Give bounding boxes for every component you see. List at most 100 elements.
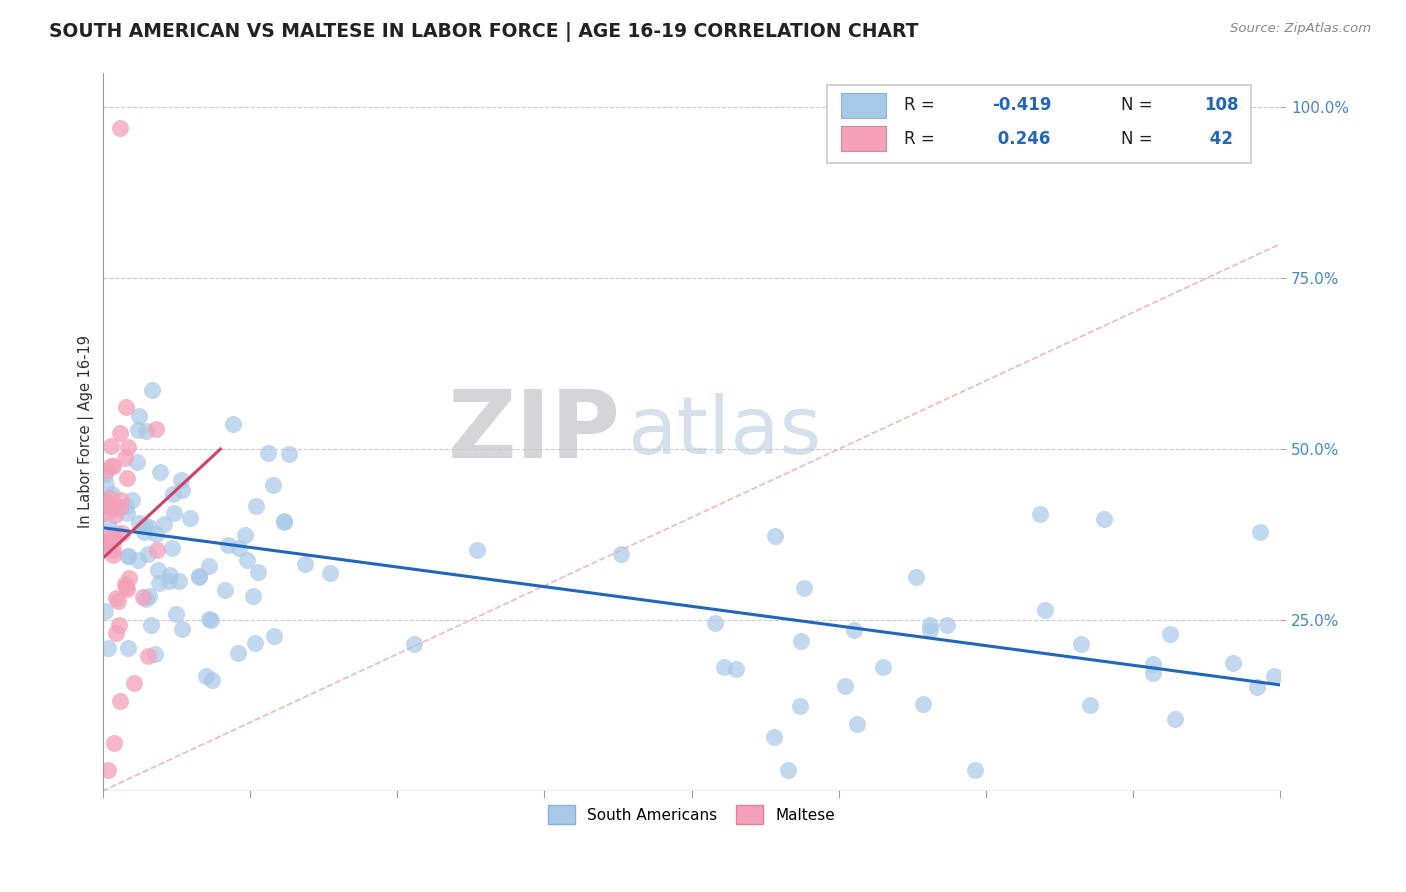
Point [105,501,128,516]
Point [200,613,222,627]
Point [169,574,191,589]
Text: N =: N = [1122,96,1159,114]
Point [198,558,221,573]
Point [103,543,125,558]
Text: R =: R = [904,96,939,114]
Point [789,634,811,648]
Point [94,604,117,618]
Point [194,669,217,683]
Point [159,568,181,582]
Point [108,500,131,514]
Point [138,519,160,533]
Point [920,623,942,637]
Text: atlas: atlas [627,393,821,471]
Point [143,647,166,661]
Point [135,592,157,607]
Point [128,409,150,423]
Point [776,764,799,778]
Point [149,465,172,479]
Point [145,526,167,541]
Point [188,569,211,583]
Point [294,557,316,571]
Point [704,616,727,631]
Point [1263,669,1285,683]
Point [1033,603,1056,617]
Point [94,537,117,551]
Point [115,506,138,520]
Point [872,659,894,673]
Y-axis label: In Labor Force | Age 16-19: In Labor Force | Age 16-19 [79,335,94,528]
Point [108,426,131,441]
Point [162,541,184,555]
Point [319,566,342,580]
Point [136,648,159,663]
Point [936,618,959,632]
Point [765,529,787,543]
Point [111,525,134,540]
Point [273,515,295,529]
Point [1159,626,1181,640]
Point [132,525,155,540]
Point [114,401,136,415]
Point [217,538,239,552]
Point [236,553,259,567]
Point [94,535,117,549]
Point [965,764,987,778]
Point [98,491,121,505]
Point [146,563,169,577]
Point [96,532,118,546]
Point [467,543,489,558]
Point [222,417,245,431]
Point [245,636,267,650]
Legend: South Americans, Maltese: South Americans, Maltese [541,799,841,830]
Point [128,516,150,530]
Point [96,495,118,509]
Point [1163,712,1185,726]
Point [1246,680,1268,694]
Point [134,519,156,533]
FancyBboxPatch shape [841,93,886,119]
Point [127,553,149,567]
Point [157,574,180,589]
Point [1029,507,1052,521]
Point [170,483,193,498]
Point [96,463,118,477]
Point [245,499,267,513]
Point [242,589,264,603]
Point [834,679,856,693]
Point [101,458,124,473]
Point [115,582,138,596]
Point [91,506,114,520]
Point [141,383,163,397]
Point [845,717,868,731]
Point [141,618,163,632]
Point [233,528,256,542]
Point [101,530,124,544]
Point [1070,637,1092,651]
Point [170,622,193,636]
Point [246,565,269,579]
Point [187,570,209,584]
Point [256,446,278,460]
Point [105,626,128,640]
Point [117,549,139,563]
Point [725,662,748,676]
Point [153,516,176,531]
Text: ZIP: ZIP [449,386,621,478]
Point [148,576,170,591]
Point [138,589,160,603]
Point [114,451,136,466]
Point [132,590,155,604]
Text: N =: N = [1122,130,1159,148]
Point [117,471,139,485]
Text: SOUTH AMERICAN VS MALTESE IN LABOR FORCE | AGE 16-19 CORRELATION CHART: SOUTH AMERICAN VS MALTESE IN LABOR FORCE… [49,22,918,42]
Text: R =: R = [904,130,939,148]
Text: 42: 42 [1204,130,1233,148]
Point [763,730,786,744]
Point [262,478,284,492]
Point [146,543,169,558]
Point [104,591,127,605]
Point [277,447,299,461]
Point [197,612,219,626]
Point [122,675,145,690]
